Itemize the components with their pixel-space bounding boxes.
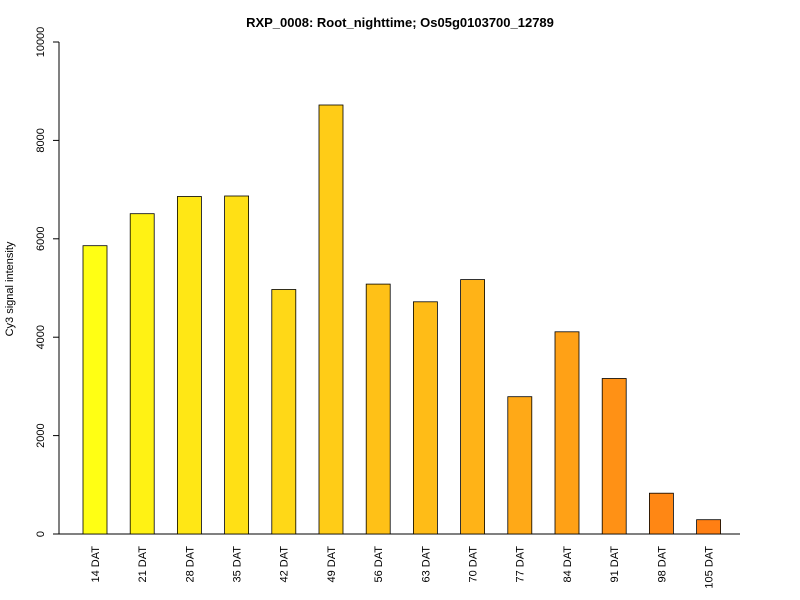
x-tick-label: 49 DAT	[326, 546, 338, 583]
bar	[271, 289, 297, 535]
x-tick-label: 28 DAT	[184, 546, 196, 583]
x-axis-tick-labels: 14 DAT 21 DAT 28 DAT 35 DAT 42 DAT 49 DAT 56 D…	[90, 546, 716, 589]
bar	[649, 492, 674, 535]
bar	[460, 279, 486, 535]
y-axis-label: Cy3 signal intensity	[4, 241, 16, 336]
bar	[176, 196, 202, 535]
chart-title: RXP_0008: Root_nighttime; Os05g0103700_1…	[246, 15, 554, 30]
x-tick-label: 56 DAT	[373, 546, 385, 583]
x-tick-label: 105 DAT	[703, 546, 715, 589]
bar	[601, 378, 627, 535]
x-tick-label: 77 DAT	[515, 546, 527, 583]
bar	[507, 396, 533, 535]
bar	[554, 331, 580, 535]
x-tick-label: 84 DAT	[562, 546, 574, 583]
y-tick-label: 0	[35, 531, 47, 537]
bar	[365, 283, 391, 535]
y-tick-label: 8000	[35, 128, 47, 152]
x-tick-label: 63 DAT	[420, 546, 432, 583]
x-tick-label: 91 DAT	[609, 546, 621, 583]
y-tick-label: 10000	[35, 27, 47, 58]
bar	[696, 519, 721, 535]
bar	[224, 195, 250, 535]
y-tick-label: 6000	[35, 227, 47, 251]
x-tick-label: 42 DAT	[279, 546, 291, 583]
bar	[129, 213, 155, 535]
y-axis-ticks: 0 2000 4000 6000 8000 10000	[35, 27, 59, 537]
bar	[412, 301, 438, 535]
bars	[82, 104, 721, 535]
y-tick-label: 4000	[35, 325, 47, 349]
bar	[82, 245, 108, 535]
x-tick-label: 70 DAT	[467, 546, 479, 583]
y-tick-label: 2000	[35, 423, 47, 447]
x-tick-label: 98 DAT	[656, 546, 668, 583]
x-tick-label: 35 DAT	[231, 546, 243, 583]
x-tick-label: 21 DAT	[137, 546, 149, 583]
bar	[318, 104, 344, 535]
x-tick-label: 14 DAT	[90, 546, 102, 583]
